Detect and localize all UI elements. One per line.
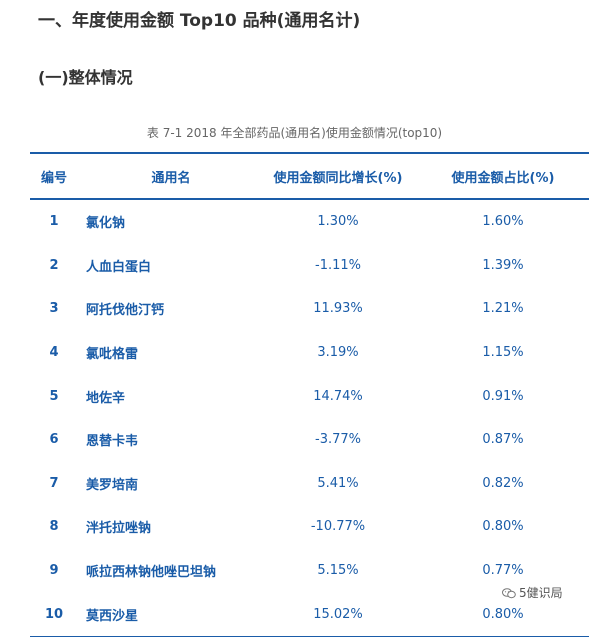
row-growth: -1.11% [315, 257, 361, 273]
row-share: 1.60% [482, 214, 524, 230]
row-growth: -3.77% [315, 432, 361, 448]
table-row: 6 恩替卡韦 -3.77% 0.87% [30, 418, 589, 462]
table-row: 9 哌拉西林钠他唑巴坦钠 5.15% 0.77% [30, 549, 589, 593]
row-share: 0.91% [482, 388, 524, 404]
header-share: 使用金额占比(%) [412, 152, 589, 200]
row-drug-name: 泮托拉唑钠 [86, 521, 152, 537]
subsection-heading: (一)整体情况 [38, 68, 133, 87]
header-generic-name: 通用名 [78, 152, 264, 200]
table-row: 5 地佐辛 14.74% 0.91% [30, 374, 589, 418]
row-growth: -10.77% [310, 519, 366, 535]
wechat-icon [502, 587, 516, 598]
row-growth: 11.93% [313, 301, 363, 317]
row-number: 2 [49, 257, 59, 273]
row-growth: 3.19% [317, 345, 359, 361]
table-row: 8 泮托拉唑钠 -10.77% 0.80% [30, 505, 589, 549]
row-number: 3 [49, 301, 59, 317]
row-drug-name: 莫西沙星 [78, 592, 264, 637]
row-share: 0.77% [482, 563, 524, 579]
row-growth: 5.15% [317, 563, 359, 579]
drug-usage-table: 编号 通用名 使用金额同比增长(%) 使用金额占比(%) 1 氯化钠 1.30%… [30, 152, 589, 637]
row-drug-name: 哌拉西林钠他唑巴坦钠 [86, 565, 217, 581]
section-heading: 一、年度使用金额 Top10 品种(通用名计) [38, 11, 361, 31]
table-row: 4 氯吡格雷 3.19% 1.15% [30, 331, 589, 375]
row-drug-name: 美罗培南 [86, 477, 139, 493]
row-drug-name: 氯化钠 [86, 216, 126, 232]
table-row: 1 氯化钠 1.30% 1.60% [30, 199, 589, 244]
row-number: 1 [49, 214, 59, 230]
row-number: 10 [30, 592, 78, 637]
watermark-text: 5健识局 [519, 586, 563, 600]
row-drug-name: 人血白蛋白 [86, 259, 152, 275]
table-row: 2 人血白蛋白 -1.11% 1.39% [30, 244, 589, 288]
row-number: 7 [49, 475, 59, 491]
row-growth: 15.02% [264, 592, 412, 637]
table-header-row: 编号 通用名 使用金额同比增长(%) 使用金额占比(%) [30, 152, 589, 200]
row-drug-name: 恩替卡韦 [86, 434, 139, 450]
row-growth: 1.30% [317, 214, 359, 230]
header-number: 编号 [30, 152, 78, 200]
table-caption: 表 7-1 2018 年全部药品(通用名)使用金额情况(top10) [146, 126, 443, 140]
row-number: 8 [49, 519, 59, 535]
row-growth: 5.41% [317, 475, 359, 491]
row-growth: 14.74% [313, 388, 363, 404]
header-growth: 使用金额同比增长(%) [264, 152, 412, 200]
row-share: 0.80% [482, 519, 524, 535]
row-number: 9 [49, 563, 59, 579]
row-number: 4 [49, 345, 59, 361]
row-number: 6 [49, 432, 59, 448]
row-drug-name: 氯吡格雷 [86, 347, 139, 363]
row-share: 0.82% [482, 475, 524, 491]
row-drug-name: 阿托伐他汀钙 [86, 303, 165, 319]
row-drug-name: 地佐辛 [86, 390, 126, 406]
row-share: 0.87% [482, 432, 524, 448]
table-row: 3 阿托伐他汀钙 11.93% 1.21% [30, 287, 589, 331]
table-row: 7 美罗培南 5.41% 0.82% [30, 462, 589, 506]
row-number: 5 [49, 388, 59, 404]
row-share: 1.39% [482, 257, 524, 273]
row-share: 1.15% [482, 345, 524, 361]
row-share: 1.21% [482, 301, 524, 317]
source-watermark: 5健识局 [502, 584, 563, 601]
